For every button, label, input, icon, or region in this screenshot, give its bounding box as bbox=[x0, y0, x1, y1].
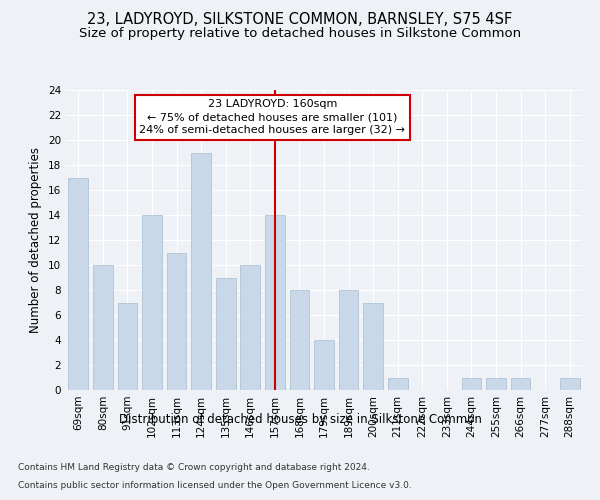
Bar bbox=[511, 378, 530, 390]
Bar bbox=[265, 215, 284, 390]
Text: Size of property relative to detached houses in Silkstone Common: Size of property relative to detached ho… bbox=[79, 28, 521, 40]
Bar bbox=[167, 252, 187, 390]
Bar bbox=[560, 378, 580, 390]
Bar bbox=[290, 290, 309, 390]
Text: Distribution of detached houses by size in Silkstone Common: Distribution of detached houses by size … bbox=[119, 412, 481, 426]
Y-axis label: Number of detached properties: Number of detached properties bbox=[29, 147, 43, 333]
Text: Contains HM Land Registry data © Crown copyright and database right 2024.: Contains HM Land Registry data © Crown c… bbox=[18, 464, 370, 472]
Bar bbox=[486, 378, 506, 390]
Bar bbox=[364, 302, 383, 390]
Bar bbox=[388, 378, 407, 390]
Bar bbox=[93, 265, 113, 390]
Text: Contains public sector information licensed under the Open Government Licence v3: Contains public sector information licen… bbox=[18, 481, 412, 490]
Text: 23, LADYROYD, SILKSTONE COMMON, BARNSLEY, S75 4SF: 23, LADYROYD, SILKSTONE COMMON, BARNSLEY… bbox=[88, 12, 512, 28]
Bar bbox=[216, 278, 236, 390]
Bar bbox=[339, 290, 358, 390]
Bar bbox=[314, 340, 334, 390]
Bar bbox=[461, 378, 481, 390]
Bar bbox=[241, 265, 260, 390]
Text: 23 LADYROYD: 160sqm
← 75% of detached houses are smaller (101)
24% of semi-detac: 23 LADYROYD: 160sqm ← 75% of detached ho… bbox=[139, 99, 406, 136]
Bar bbox=[118, 302, 137, 390]
Bar bbox=[68, 178, 88, 390]
Bar bbox=[191, 152, 211, 390]
Bar bbox=[142, 215, 162, 390]
